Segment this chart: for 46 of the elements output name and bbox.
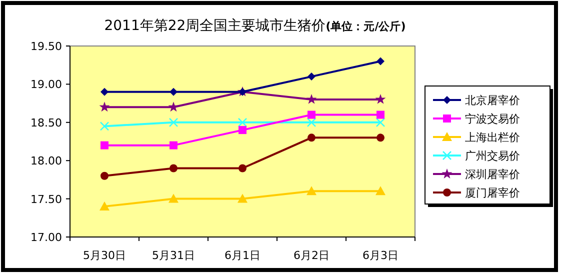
legend-label: 深圳屠宰价 <box>465 168 520 181</box>
y-tick-label: 19.00 <box>30 78 62 92</box>
point <box>168 102 179 112</box>
point <box>238 118 248 128</box>
point <box>376 118 386 128</box>
y-tick-label: 18.50 <box>30 116 62 130</box>
legend-label: 宁波交易价 <box>465 112 520 126</box>
point <box>238 164 246 172</box>
point <box>376 57 384 66</box>
y-tick-label: 17.50 <box>30 192 62 206</box>
point <box>308 134 316 142</box>
point <box>376 186 386 196</box>
legend-label: 广州交易价 <box>465 150 520 162</box>
point <box>100 172 108 180</box>
point <box>238 194 248 203</box>
point <box>100 122 110 131</box>
y-tick-label: 18.00 <box>30 154 62 168</box>
point <box>170 164 178 172</box>
x-tick-label: 6月1日 <box>224 249 260 262</box>
point <box>376 110 384 119</box>
point <box>375 94 386 104</box>
point <box>168 118 178 128</box>
point <box>99 102 110 112</box>
x-tick-label: 6月3日 <box>362 249 398 262</box>
point <box>100 201 110 210</box>
y-tick-label: 19.50 <box>30 40 62 53</box>
point <box>376 134 384 142</box>
point <box>306 118 316 128</box>
point <box>306 94 317 104</box>
legend-label: 北京屠宰价 <box>465 94 520 107</box>
x-tick-label: 5月30日 <box>83 249 126 262</box>
point <box>308 110 316 119</box>
x-tick-label: 5月31日 <box>152 249 195 262</box>
point <box>238 126 246 134</box>
point <box>170 141 178 150</box>
chart-title: 2011年第22周全国主要城市生猪价(单位：元/公斤) <box>104 18 406 34</box>
legend-label: 厦门屠宰价 <box>465 186 520 200</box>
point <box>308 72 316 81</box>
y-tick-label: 17.00 <box>30 231 62 244</box>
point <box>100 88 108 96</box>
legend-label: 上海出栏价 <box>465 131 520 144</box>
x-tick-label: 6月2日 <box>294 249 330 262</box>
point <box>170 88 178 96</box>
point <box>168 194 178 203</box>
point <box>100 141 108 150</box>
point <box>306 186 316 196</box>
